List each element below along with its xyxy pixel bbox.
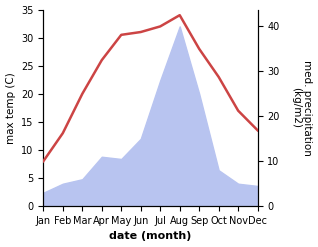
Y-axis label: max temp (C): max temp (C) [5, 72, 16, 144]
Y-axis label: med. precipitation
(kg/m2): med. precipitation (kg/m2) [291, 60, 313, 156]
X-axis label: date (month): date (month) [109, 231, 192, 242]
